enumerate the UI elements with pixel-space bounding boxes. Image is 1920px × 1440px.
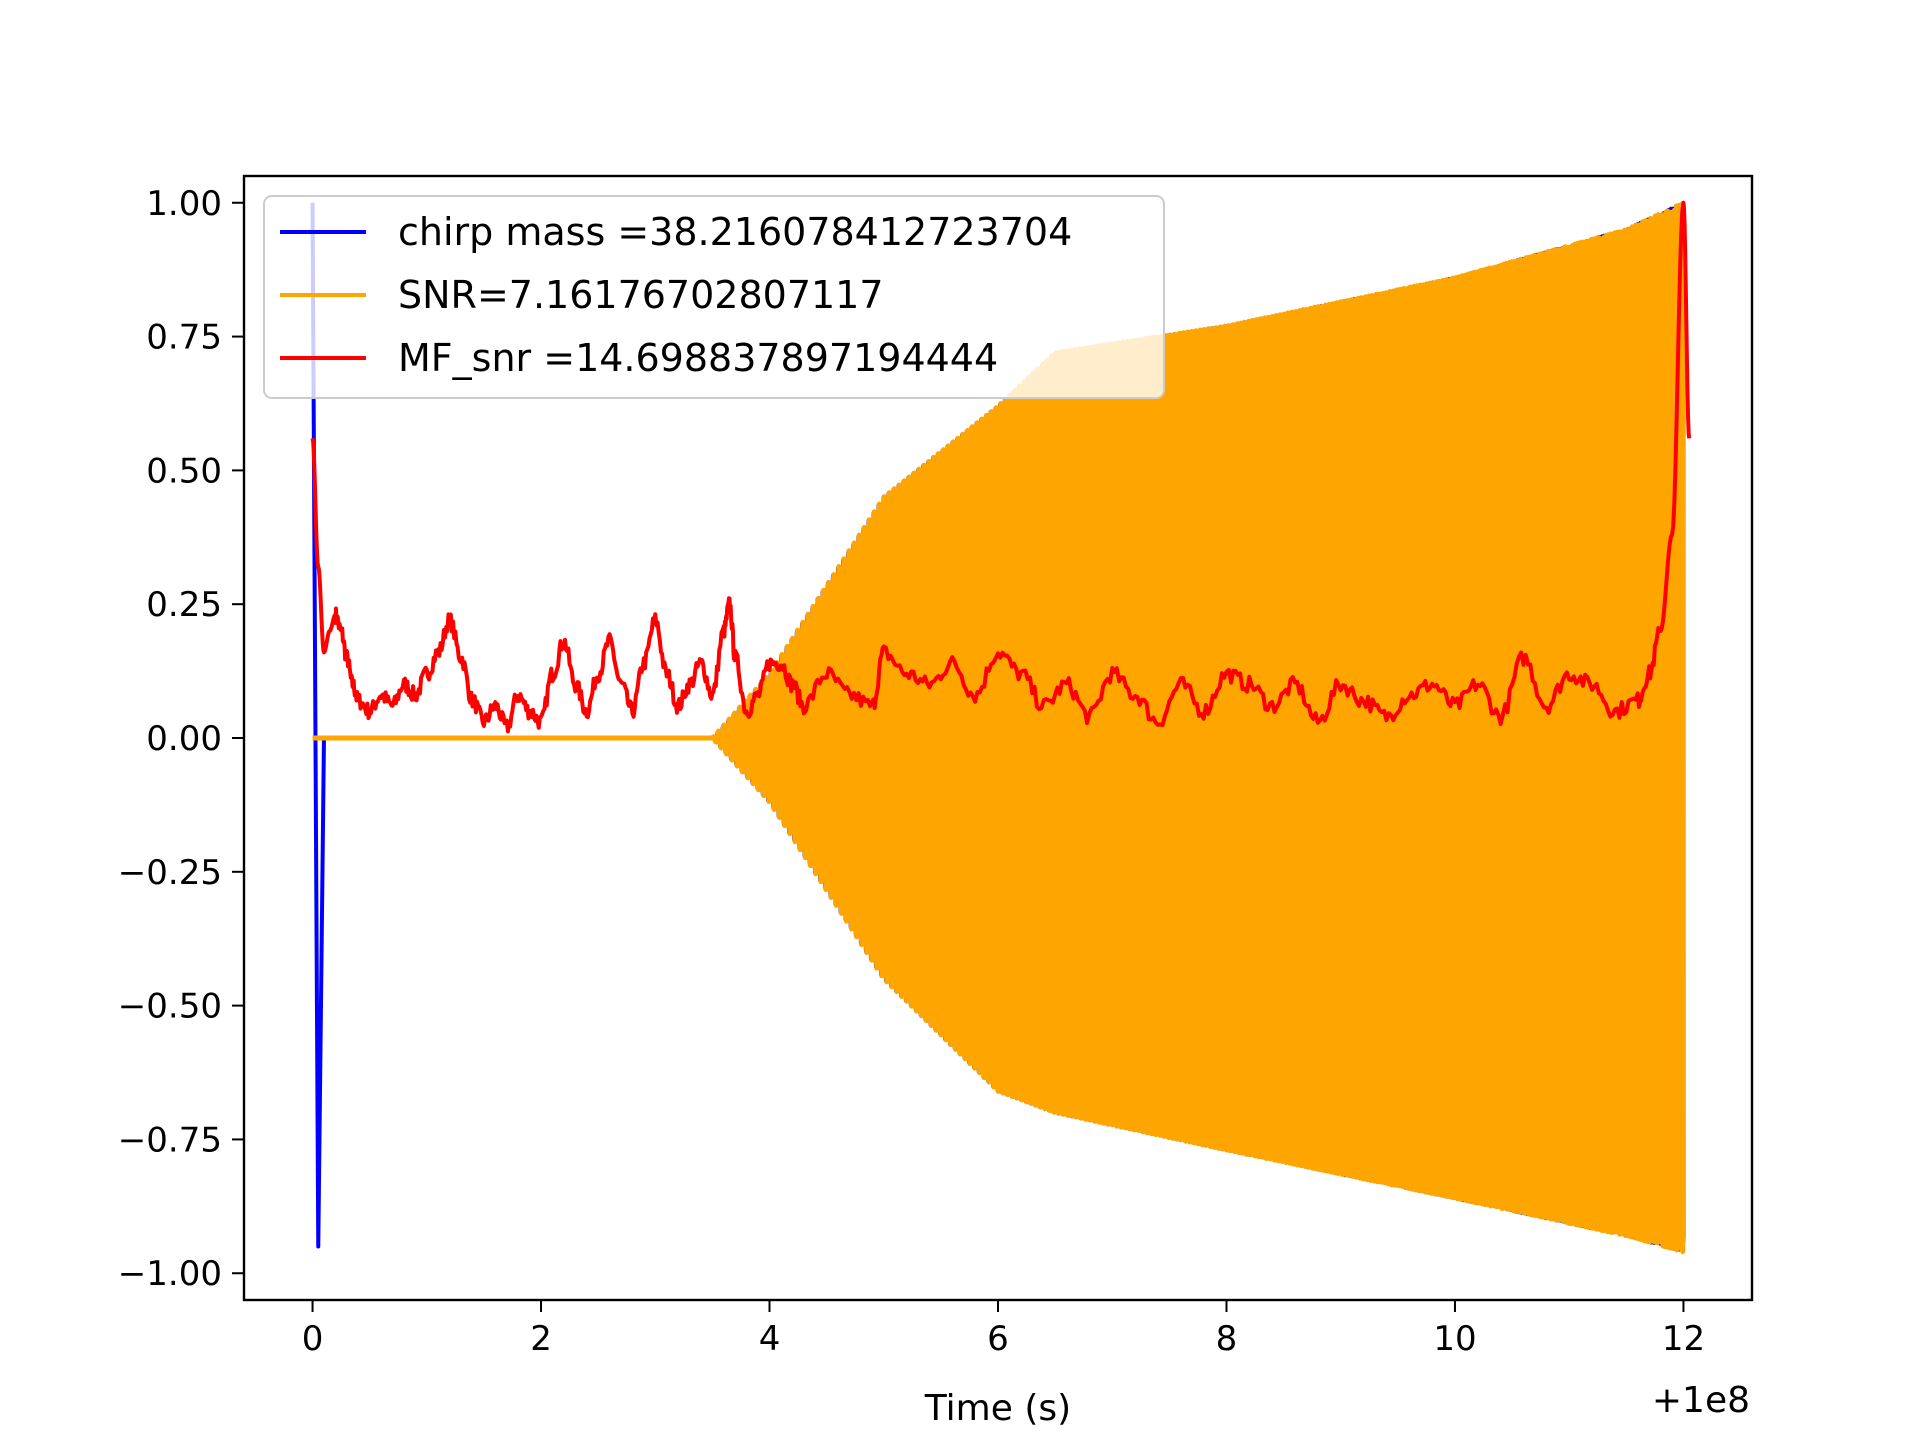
y-tick-label: 1.00 [146,184,222,224]
legend: chirp mass =38.216078412723704 SNR=7.1617… [263,195,1165,399]
y-tick-label: 0.50 [146,451,222,491]
y-axis: 1.00 0.75 0.50 0.25 0.00 −0.25 −0.50 −0.75 −1.00 [118,184,244,1294]
series-line-mf-snr [310,200,1692,734]
series-line-snr [312,201,1686,1255]
x-axis-label: Time (s) [924,1388,1071,1429]
x-tick-label: 4 [759,1319,781,1359]
legend-entry-label: SNR=7.16176702807117 [398,273,884,317]
y-tick-label: −1.00 [118,1254,222,1294]
x-axis: 0 2 4 6 8 10 12 [302,1300,1705,1359]
legend-entry-label: chirp mass =38.216078412723704 [398,210,1072,254]
y-tick-label: 0.00 [146,719,222,759]
y-tick-label: −0.50 [118,987,222,1027]
x-tick-label: 12 [1662,1319,1705,1359]
y-tick-label: 0.25 [146,585,222,625]
x-offset-label: +1e8 [1652,1380,1750,1421]
x-tick-label: 0 [302,1319,324,1359]
legend-box [263,195,1165,399]
series-layer [310,200,1692,1255]
y-tick-label: −0.75 [118,1120,222,1160]
legend-entry-label: MF_snr =14.698837897194444 [398,336,998,380]
x-tick-label: 10 [1433,1319,1476,1359]
y-tick-label: −0.25 [118,853,222,893]
x-tick-label: 6 [987,1319,1009,1359]
y-tick-label: 0.75 [146,318,222,358]
x-tick-label: 2 [530,1319,552,1359]
x-tick-label: 8 [1216,1319,1238,1359]
